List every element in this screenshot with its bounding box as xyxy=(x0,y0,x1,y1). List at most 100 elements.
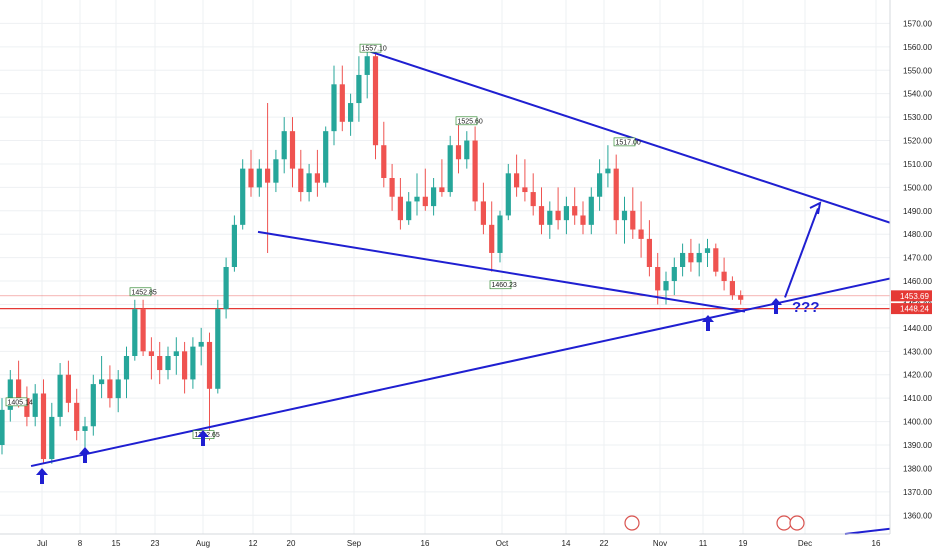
y-tick-label: 1510.00 xyxy=(903,160,932,169)
y-tick-label: 1520.00 xyxy=(903,137,932,146)
candle-body xyxy=(455,145,462,160)
candle-body xyxy=(713,248,719,272)
trendline[interactable] xyxy=(257,230,746,313)
candle-body xyxy=(273,159,279,183)
flag-icons xyxy=(624,515,805,531)
candle-body xyxy=(123,356,130,380)
candle-body xyxy=(522,187,528,193)
candle-body xyxy=(406,201,412,221)
candle-body xyxy=(289,131,296,169)
y-tick-label: 1460.00 xyxy=(903,277,932,286)
x-tick-label: Sep xyxy=(347,539,362,548)
price-label-box xyxy=(5,397,28,407)
candle-body xyxy=(198,341,204,347)
x-tick-label: Dec xyxy=(798,539,812,548)
y-tick-label: 1380.00 xyxy=(903,464,932,473)
x-tick-label: 11 xyxy=(699,539,708,548)
price-label-box xyxy=(455,116,478,126)
candle-body xyxy=(107,379,113,399)
x-tick-label: 20 xyxy=(287,539,296,548)
y-tick-label: 1400.00 xyxy=(903,418,932,427)
candle-body xyxy=(605,168,611,174)
candle-body xyxy=(397,196,403,221)
candle-body xyxy=(7,379,13,410)
x-tick-label: 16 xyxy=(421,539,430,548)
candle-body xyxy=(464,140,470,160)
trendline[interactable] xyxy=(369,50,932,238)
candle-body xyxy=(514,173,520,188)
candle-body xyxy=(248,168,254,188)
candle-body xyxy=(555,210,561,221)
price-label: 1452.85 xyxy=(132,289,157,296)
price-label: 1557.10 xyxy=(362,46,387,53)
up-arrow-icon xyxy=(770,298,782,314)
x-tick-label: 8 xyxy=(78,539,83,548)
candle-body xyxy=(165,356,171,371)
candle-body xyxy=(314,173,320,183)
price-axis-bg xyxy=(890,0,932,534)
price-label-box xyxy=(489,280,512,290)
up-arrow-icon xyxy=(197,430,209,446)
y-tick-label: 1480.00 xyxy=(903,230,932,239)
candle-body xyxy=(439,187,445,193)
trendline[interactable] xyxy=(784,208,819,298)
candle-body xyxy=(57,374,63,417)
up-arrow-icon xyxy=(79,447,91,463)
candle-body xyxy=(90,384,96,427)
candle-body xyxy=(148,351,154,356)
candle-body xyxy=(738,295,744,300)
price-label: 1525.60 xyxy=(458,118,483,125)
candle-body xyxy=(24,398,30,417)
y-tick-label: 1410.00 xyxy=(903,394,932,403)
candle-body xyxy=(99,379,105,385)
candle-body xyxy=(389,178,395,197)
candle-body xyxy=(621,210,628,221)
price-label: 1460.23 xyxy=(492,282,517,289)
x-tick-label: 14 xyxy=(562,539,571,548)
candle-body xyxy=(173,351,179,356)
candle-body xyxy=(356,74,362,104)
candle-body xyxy=(505,173,511,216)
candle-body xyxy=(472,140,478,202)
candle-body xyxy=(0,409,5,445)
trendlines xyxy=(30,50,932,535)
us-flag-icon xyxy=(624,515,640,531)
y-tick-label: 1530.00 xyxy=(903,113,932,122)
candle-body xyxy=(231,224,237,267)
x-tick-label: Aug xyxy=(196,539,210,548)
candle-body xyxy=(638,229,644,239)
x-tick-label: 19 xyxy=(739,539,748,548)
level-price-label: 1453.69 xyxy=(900,292,929,301)
y-tick-label: 1490.00 xyxy=(903,207,932,216)
candle-body xyxy=(348,103,354,122)
price-label: 1517.00 xyxy=(616,139,641,146)
candle-body xyxy=(157,356,163,371)
candle-body xyxy=(65,374,71,403)
candle-body xyxy=(729,281,735,296)
us-flag-icon xyxy=(789,515,805,531)
question-annotation: ??? xyxy=(792,299,820,316)
x-tick-label: Jul xyxy=(37,539,47,548)
trendline[interactable] xyxy=(30,268,932,468)
candle-body xyxy=(671,267,677,282)
candle-body xyxy=(49,416,55,460)
candle-body xyxy=(597,173,603,197)
candle-body xyxy=(422,196,428,207)
candle-body xyxy=(414,196,420,202)
candle-body xyxy=(663,281,669,291)
candle-body xyxy=(688,252,694,263)
candle-body xyxy=(547,210,553,225)
candle-body xyxy=(182,351,188,380)
candle-body xyxy=(447,145,453,193)
y-tick-label: 1360.00 xyxy=(903,511,932,520)
candle-body xyxy=(489,224,495,253)
candle-body xyxy=(323,131,329,183)
candle-body xyxy=(223,267,229,310)
level-price-tag xyxy=(891,290,932,302)
candle-body xyxy=(190,346,196,380)
time-axis[interactable]: Jul 8 15 23 Aug 12 20 Sep 16 Oct 14 22 Nov 11 19 Dec 16 xyxy=(37,539,881,548)
up-arrow-icon xyxy=(36,468,48,484)
x-tick-label: 12 xyxy=(249,539,258,548)
price-label-box xyxy=(359,43,382,53)
price-label-box xyxy=(613,137,636,147)
